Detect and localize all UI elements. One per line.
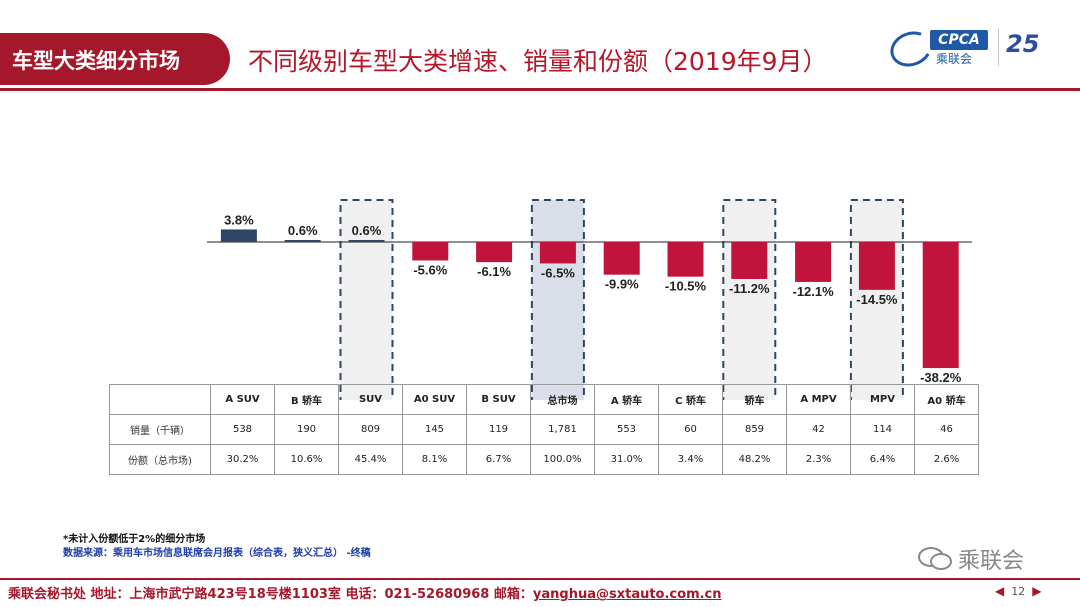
column-header: C 轿车 <box>658 384 723 415</box>
footer-address: 乘联会秘书处 地址：上海市武宁路423号18号楼1103室 电话：021-526… <box>8 587 533 602</box>
highlight-box <box>339 199 394 400</box>
bar <box>284 240 321 242</box>
footnote-share: *未计入份额低于2%的细分市场 <box>63 534 206 545</box>
bar <box>858 242 895 290</box>
bar <box>476 242 513 263</box>
prev-page-icon[interactable]: ◀ <box>995 584 1005 598</box>
cpca-logo-cn: 乘联会 <box>936 52 973 66</box>
column-header: 总市场 <box>530 384 595 415</box>
highlight-box <box>530 199 585 400</box>
data-label: -9.9% <box>605 277 639 292</box>
cpca-logo-text: CPCA <box>930 30 988 50</box>
column-header: B 轿车 <box>274 384 339 415</box>
column-header: A0 SUV <box>402 384 467 415</box>
table-cell: 1,781 <box>530 414 595 445</box>
data-label: -10.5% <box>665 279 707 294</box>
wechat-name: 乘联会 <box>958 549 1025 574</box>
footer-email-link[interactable]: yanghua@sxtauto.com.cn <box>532 587 722 602</box>
highlight-box <box>722 199 777 400</box>
table-cell: 6.4% <box>850 444 915 475</box>
bar <box>922 242 959 369</box>
data-label: 0.6% <box>288 223 318 238</box>
section-badge-label: 车型大类细分市场 <box>12 49 180 73</box>
bar <box>539 242 576 264</box>
data-label: -5.6% <box>413 262 447 277</box>
table-cell: 31.0% <box>594 444 659 475</box>
footer-contact: 乘联会秘书处 地址：上海市武宁路423号18号楼1103室 电话：021-526… <box>8 583 722 602</box>
table-cell: 3.4% <box>658 444 723 475</box>
table-cell: 46 <box>914 414 979 445</box>
data-label: -12.1% <box>792 284 834 299</box>
table-cell: 42 <box>786 414 851 445</box>
bar <box>412 242 449 261</box>
table-cell: 60 <box>658 414 723 445</box>
column-header: SUV <box>338 384 403 415</box>
column-header: A SUV <box>210 384 275 415</box>
row-header: 销量（千辆） <box>109 414 211 445</box>
column-header: A0 轿车 <box>914 384 979 415</box>
wechat-watermark: 乘联会 <box>918 543 1058 574</box>
table-cell: 809 <box>338 414 403 445</box>
column-header: MPV <box>850 384 915 415</box>
bar <box>220 229 257 242</box>
table-row: 份额（总市场) 30.2% 10.6% 45.4% 8.1% 6.7% 100.0% 31.0… <box>109 444 979 475</box>
column-header: A 轿车 <box>594 384 659 415</box>
data-label: -6.5% <box>541 265 575 280</box>
row-header: 份额（总市场) <box>109 444 211 475</box>
column-header: 轿车 <box>722 384 787 415</box>
table-cell: 114 <box>850 414 915 445</box>
data-label: 3.8% <box>224 212 254 227</box>
table-cell: 10.6% <box>274 444 339 475</box>
table-cell: 2.6% <box>914 444 979 475</box>
table-cell: 553 <box>594 414 659 445</box>
bar <box>348 240 385 242</box>
bar <box>603 242 640 275</box>
table-header-row: A SUV B 轿车 SUV A0 SUV B SUV 总市场 A 轿车 C 轿车 轿车 A MP… <box>109 384 979 415</box>
data-label: 0.6% <box>352 223 382 238</box>
header-divider <box>0 88 1080 91</box>
table-row: 销量（千辆） 538 190 809 145 119 1,781 553 60 859 42 114 4… <box>109 414 979 445</box>
table-cell: 859 <box>722 414 787 445</box>
anniversary-logo: 25 <box>1006 30 1040 58</box>
table-cell: 538 <box>210 414 275 445</box>
bar <box>731 242 768 279</box>
table-corner-cell <box>109 384 211 415</box>
data-label: -11.2% <box>729 281 770 296</box>
growth-bar-chart: 3.8% 0.6% 0.6% -5.6% -6.1% -6.5% -9.9% -10.5% -1… <box>207 199 972 400</box>
data-label: -14.5% <box>856 292 898 307</box>
table-cell: 190 <box>274 414 339 445</box>
sales-share-table: A SUV B 轿车 SUV A0 SUV B SUV 总市场 A 轿车 C 轿车 轿车 A MP… <box>109 384 979 475</box>
next-page-icon[interactable]: ▶ <box>1032 584 1042 598</box>
table-cell: 2.3% <box>786 444 851 475</box>
table-cell: 48.2% <box>722 444 787 475</box>
column-header: B SUV <box>466 384 531 415</box>
table-cell: 100.0% <box>530 444 595 475</box>
bar <box>795 242 832 282</box>
logo-separator <box>998 28 999 66</box>
table-cell: 145 <box>402 414 467 445</box>
data-label: -38.2% <box>920 370 962 385</box>
table-cell: 45.4% <box>338 444 403 475</box>
page-title: 不同级别车型大类增速、销量和份额（2019年9月） <box>248 47 828 76</box>
column-header: A MPV <box>786 384 851 415</box>
page-number: 12 <box>1011 585 1026 598</box>
highlight-box <box>849 199 904 400</box>
section-badge: 车型大类细分市场 <box>0 33 230 85</box>
table-cell: 8.1% <box>402 444 467 475</box>
table-cell: 30.2% <box>210 444 275 475</box>
cpca-logo: CPCA 乘联会 25 <box>885 25 1058 73</box>
data-label: -6.1% <box>477 264 511 279</box>
table-cell: 119 <box>466 414 531 445</box>
bar <box>667 242 704 277</box>
pager: ◀ 12 ▶ <box>995 584 1041 598</box>
table-cell: 6.7% <box>466 444 531 475</box>
footer-divider <box>0 578 1080 580</box>
footnote-source: 数据来源：乘用车市场信息联席会月报表（综合表，狭义汇总） -终稿 <box>63 548 371 559</box>
